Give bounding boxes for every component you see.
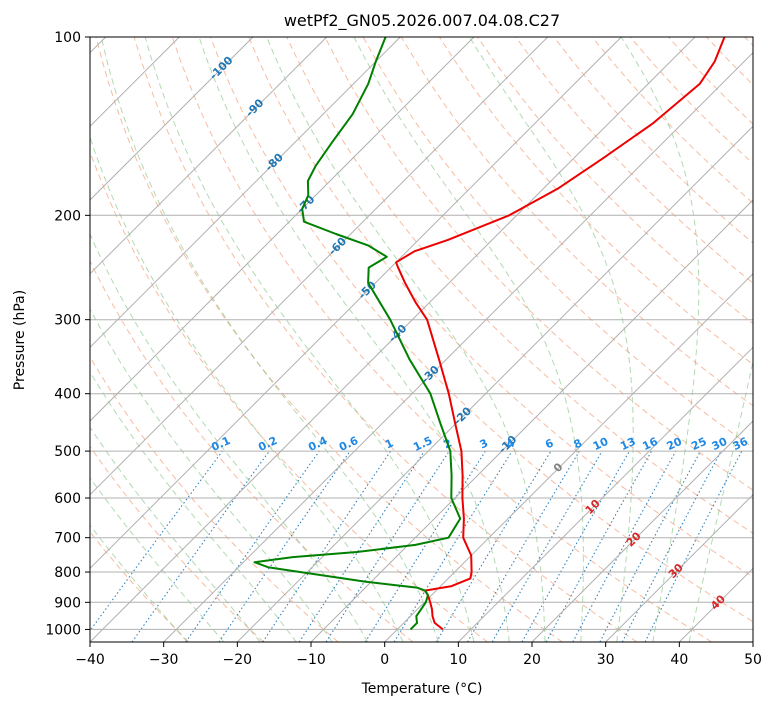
- axis-ticks: −40 −30 −20 −10 0 10 20 30 40 50 100 200 300 400 500 60…: [45, 30, 762, 668]
- y-tick-label: 300: [54, 313, 81, 329]
- mixing-ratio-line: [572, 450, 677, 642]
- y-axis-label: Pressure (hPa): [12, 290, 28, 390]
- isotherm-line: [384, 272, 753, 642]
- moist-adiabat-line: [90, 370, 297, 642]
- isotherm-line: [90, 37, 696, 642]
- mixing-ratio-label: 13: [618, 435, 637, 453]
- mixing-ratio-line: [262, 450, 392, 642]
- isotherm-line: [90, 37, 254, 201]
- dry-adiabat-line: [90, 445, 264, 642]
- moist-adiabat-line: [90, 426, 261, 642]
- x-tick-label: 50: [744, 652, 762, 668]
- chart-title: wetPf2_GN05.2026.007.04.08.C27: [284, 11, 560, 31]
- isotherm-line: [90, 37, 401, 349]
- dry-adiabat-line: [95, 37, 563, 642]
- mixing-ratio-label: 16: [640, 435, 660, 453]
- dry-adiabat-line: [286, 37, 753, 534]
- y-tick-label: 1000: [45, 622, 81, 638]
- moist-adiabat-line: [266, 37, 546, 642]
- background-lines: [90, 37, 753, 642]
- moist-adiabat-line: [90, 476, 225, 642]
- isotherm-line: [457, 346, 753, 642]
- x-tick-label: −10: [296, 652, 326, 668]
- dry-adiabat-line: [515, 37, 753, 284]
- x-tick-label: 40: [670, 652, 688, 668]
- dry-adiabat-line: [133, 37, 638, 642]
- x-tick-label: 20: [523, 652, 541, 668]
- x-tick-label: −30: [149, 652, 179, 668]
- moist-adiabat-line: [90, 135, 404, 642]
- grid-lines: [90, 37, 753, 642]
- y-tick-label: 500: [54, 444, 81, 460]
- moist-adiabat-line: [620, 37, 700, 642]
- mixing-ratio-label: 30: [710, 435, 730, 453]
- isotherm-line: [90, 37, 475, 422]
- isotherm-line: [90, 37, 328, 275]
- y-tick-label: 100: [54, 30, 81, 46]
- mixing-ratio-line: [644, 450, 743, 642]
- moist-adiabat-line: [198, 37, 510, 642]
- dry-adiabat-line: [324, 37, 753, 491]
- isotherm-line: [163, 51, 753, 642]
- dry-adiabat-line: [171, 37, 712, 642]
- moist-adiabat-line: [688, 358, 753, 642]
- dry-adiabat-line: [210, 37, 753, 623]
- mixing-ratio-line: [298, 450, 425, 642]
- y-tick-label: 600: [54, 491, 81, 507]
- mixing-ratio-line: [218, 450, 351, 642]
- mixing-ratio-line: [521, 450, 630, 642]
- isotherm-line: [236, 125, 753, 642]
- mixing-ratio-line: [185, 450, 320, 642]
- isotherm-line: [531, 420, 753, 642]
- x-tick-label: −40: [75, 652, 105, 668]
- mixing-ratio-line: [90, 450, 223, 632]
- moist-adiabat-line: [100, 37, 439, 642]
- x-tick-label: −20: [223, 652, 253, 668]
- moist-adiabat-line: [353, 37, 584, 642]
- mixing-ratio-label: 20: [665, 435, 685, 453]
- isotherm-line: [90, 37, 622, 570]
- moist-adiabat-line: [144, 37, 475, 642]
- x-tick-label: 0: [380, 652, 389, 668]
- mixing-ratio-line: [393, 450, 513, 642]
- plot-frame: [89, 36, 754, 643]
- mixing-ratio-line: [325, 450, 450, 642]
- moist-adiabat-line: [90, 524, 188, 642]
- sounding-series: [253, 37, 726, 631]
- y-tick-label: 900: [54, 595, 81, 611]
- x-axis-label: Temperature (°C): [361, 681, 483, 697]
- y-tick-label: 200: [54, 208, 81, 224]
- y-tick-label: 400: [54, 387, 81, 403]
- isotherm-line: [310, 199, 753, 642]
- dewpoint-line: [253, 37, 462, 631]
- x-tick-label: 10: [449, 652, 467, 668]
- moist-adiabat-line: [90, 308, 333, 642]
- mixing-ratio-label: 25: [689, 435, 708, 453]
- mixing-ratio-label: 36: [731, 435, 751, 453]
- moist-adiabat-line: [90, 232, 369, 642]
- isotherm-line: [605, 493, 753, 642]
- mixing-ratio-line: [131, 450, 270, 642]
- dry-adiabat-line: [90, 259, 414, 642]
- mixing-ratio-label: 10: [591, 435, 611, 453]
- x-tick-label: 30: [597, 652, 615, 668]
- dry-adiabat-line: [90, 356, 339, 642]
- mixing-ratio-line: [545, 450, 653, 642]
- y-tick-label: 800: [54, 565, 81, 581]
- isotherm-line: [90, 37, 549, 496]
- dry-adiabat-line: [248, 37, 753, 578]
- y-tick-label: 700: [54, 531, 81, 547]
